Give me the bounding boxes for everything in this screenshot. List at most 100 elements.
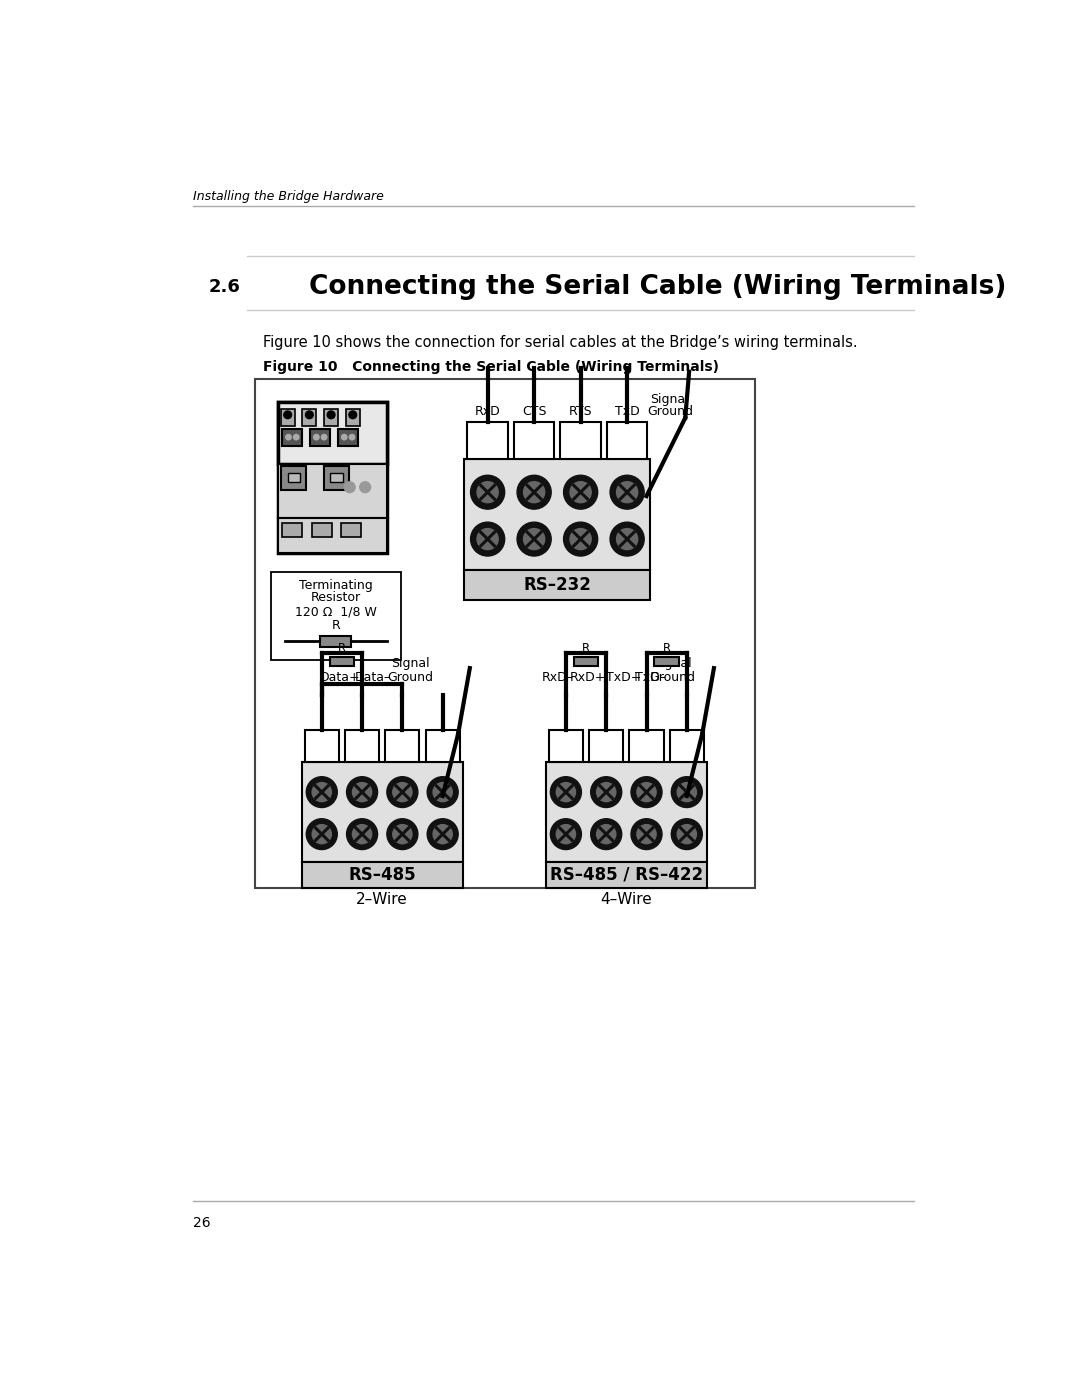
Circle shape: [428, 819, 458, 849]
Circle shape: [347, 777, 378, 807]
Circle shape: [556, 782, 576, 802]
Text: R: R: [663, 643, 671, 655]
Circle shape: [551, 777, 581, 807]
Circle shape: [387, 777, 418, 807]
Circle shape: [387, 819, 418, 849]
Text: Resistor: Resistor: [311, 591, 361, 604]
Circle shape: [347, 819, 378, 849]
Text: R: R: [582, 643, 590, 655]
Text: RxD–: RxD–: [541, 671, 573, 683]
Text: CTS: CTS: [522, 405, 546, 418]
Circle shape: [617, 482, 637, 503]
Text: TxD: TxD: [615, 405, 639, 418]
Circle shape: [631, 819, 662, 849]
Bar: [305, 729, 339, 763]
Bar: [282, 524, 302, 538]
Bar: [654, 657, 679, 666]
Circle shape: [610, 475, 644, 509]
Circle shape: [672, 777, 702, 807]
Bar: [670, 729, 704, 763]
Text: 4–Wire: 4–Wire: [600, 891, 652, 907]
Circle shape: [312, 782, 332, 802]
Circle shape: [428, 777, 458, 807]
Bar: [573, 657, 598, 666]
Bar: [312, 524, 332, 538]
Text: 26: 26: [193, 1217, 211, 1231]
Text: Ground: Ground: [387, 671, 433, 683]
Circle shape: [610, 522, 644, 556]
Circle shape: [677, 782, 697, 802]
Circle shape: [564, 475, 597, 509]
Circle shape: [433, 782, 453, 802]
Circle shape: [524, 528, 544, 549]
Text: 2.6: 2.6: [208, 278, 241, 296]
Circle shape: [596, 824, 616, 844]
Circle shape: [617, 528, 637, 549]
Text: 2–Wire: 2–Wire: [356, 891, 408, 907]
Bar: [324, 467, 349, 489]
Circle shape: [349, 434, 354, 440]
Circle shape: [517, 475, 551, 509]
Circle shape: [284, 411, 292, 419]
Bar: [607, 422, 647, 458]
Bar: [279, 518, 387, 553]
Circle shape: [637, 824, 657, 844]
Circle shape: [517, 522, 551, 556]
Bar: [341, 524, 362, 538]
Circle shape: [393, 782, 411, 802]
Circle shape: [591, 777, 622, 807]
Bar: [514, 422, 554, 458]
Text: Figure 10   Connecting the Serial Cable (Wiring Terminals): Figure 10 Connecting the Serial Cable (W…: [262, 360, 719, 374]
Text: Terminating: Terminating: [299, 580, 373, 592]
Bar: [302, 409, 316, 426]
Bar: [271, 571, 401, 661]
Circle shape: [524, 482, 544, 503]
Circle shape: [352, 782, 372, 802]
Circle shape: [307, 777, 337, 807]
Text: 120 Ω  1/8 W: 120 Ω 1/8 W: [295, 605, 377, 619]
Circle shape: [286, 434, 292, 440]
Circle shape: [307, 819, 337, 849]
Text: Figure 10 shows the connection for serial cables at the Bridge’s wiring terminal: Figure 10 shows the connection for seria…: [262, 335, 858, 349]
Text: R: R: [332, 619, 340, 633]
Circle shape: [672, 819, 702, 849]
Text: RS–485: RS–485: [349, 866, 416, 884]
Bar: [324, 409, 338, 426]
Circle shape: [349, 411, 356, 419]
Circle shape: [345, 482, 355, 493]
Circle shape: [327, 411, 335, 419]
Bar: [282, 429, 302, 447]
Bar: [549, 729, 583, 763]
Bar: [346, 409, 360, 426]
Bar: [310, 429, 330, 447]
Circle shape: [471, 475, 504, 509]
Circle shape: [551, 819, 581, 849]
Bar: [281, 409, 295, 426]
Text: Data–: Data–: [355, 671, 391, 683]
Circle shape: [477, 528, 498, 549]
Circle shape: [471, 522, 504, 556]
Circle shape: [637, 782, 657, 802]
Circle shape: [352, 824, 372, 844]
Text: Signal: Signal: [391, 658, 430, 671]
Circle shape: [306, 411, 313, 419]
Bar: [287, 472, 300, 482]
Bar: [590, 729, 623, 763]
Circle shape: [631, 777, 662, 807]
Text: RTS: RTS: [569, 405, 593, 418]
Bar: [630, 729, 663, 763]
Circle shape: [312, 824, 332, 844]
Circle shape: [313, 434, 319, 440]
Text: Installing the Bridge Hardware: Installing the Bridge Hardware: [193, 190, 384, 204]
Bar: [464, 458, 650, 570]
Bar: [386, 729, 419, 763]
Bar: [279, 402, 387, 553]
Text: RS–232: RS–232: [524, 576, 592, 594]
Bar: [330, 472, 342, 482]
Bar: [329, 657, 354, 666]
Bar: [561, 422, 600, 458]
Circle shape: [393, 824, 411, 844]
Text: Ground: Ground: [647, 405, 692, 418]
Circle shape: [591, 819, 622, 849]
Bar: [301, 763, 463, 862]
